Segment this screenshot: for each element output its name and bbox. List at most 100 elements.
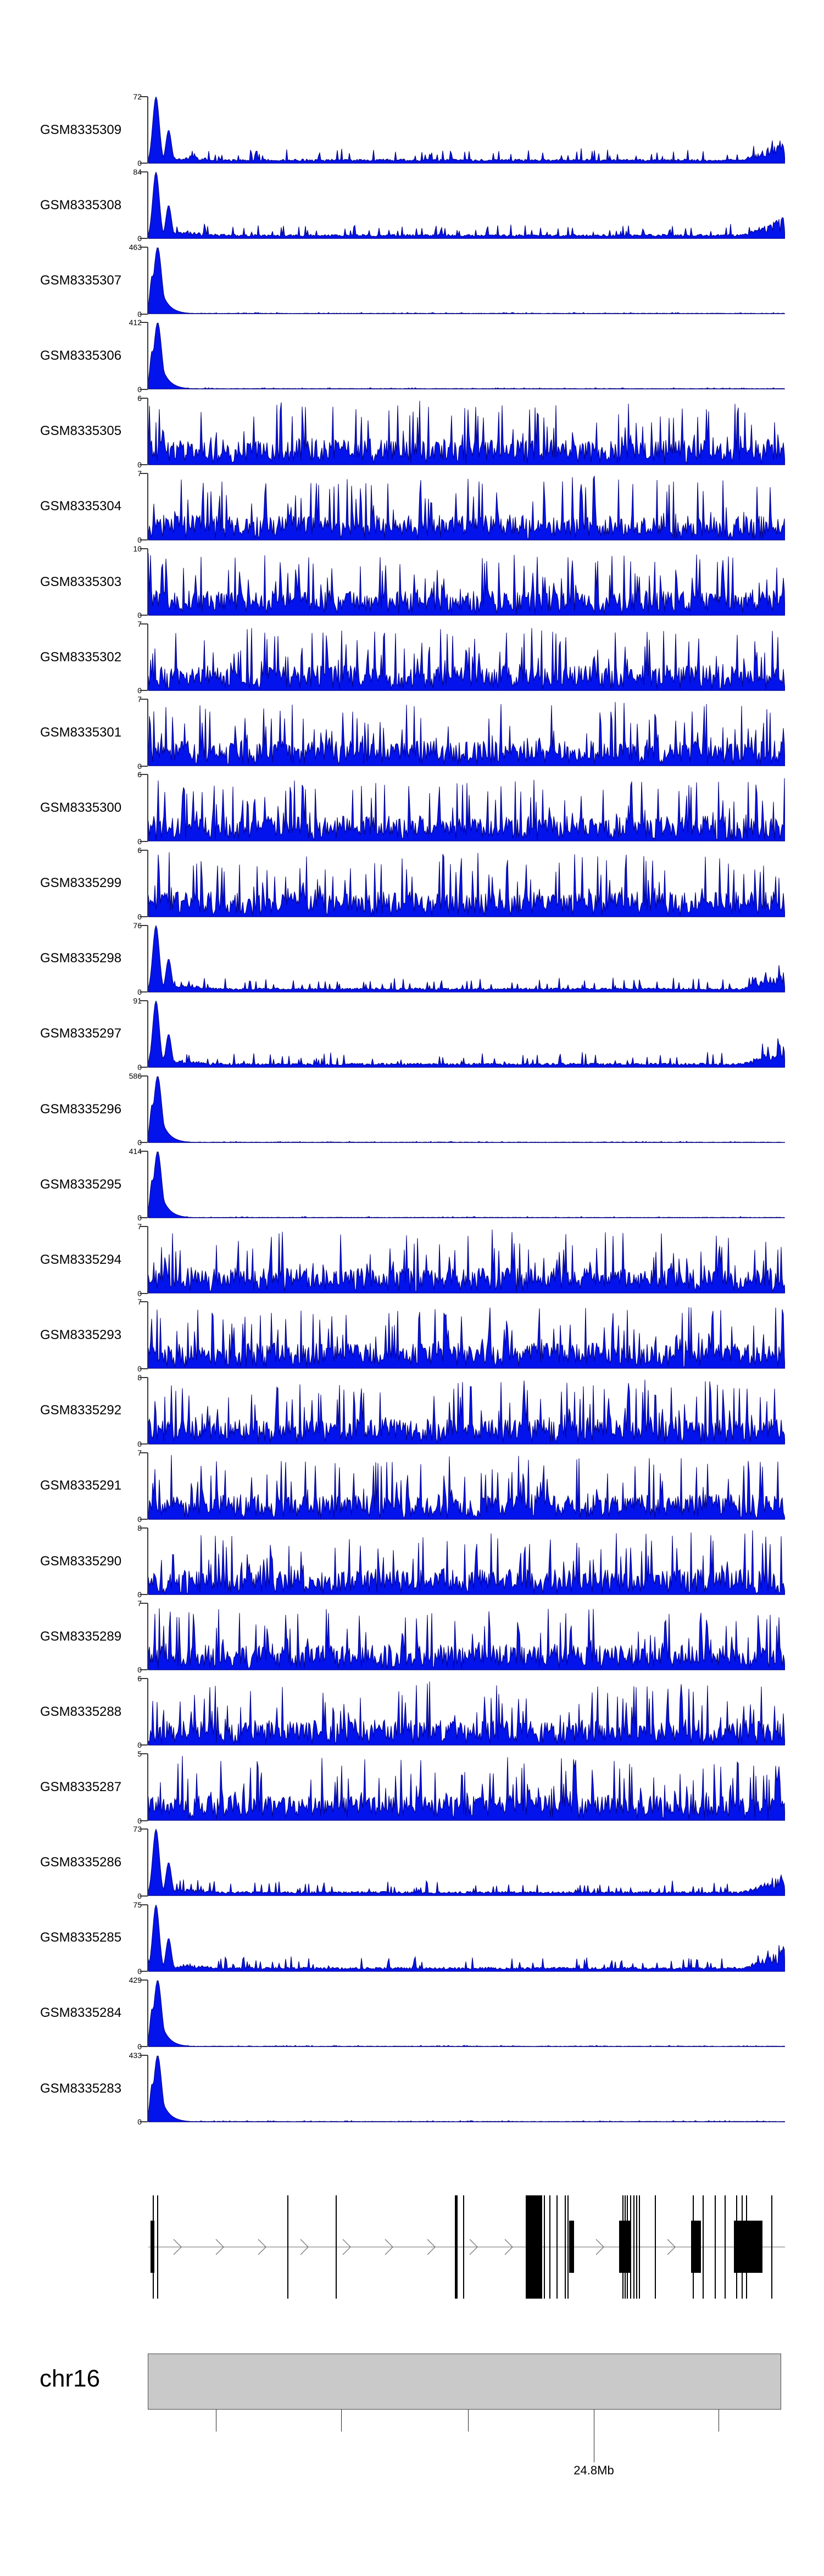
y-axis-max-label: 7 bbox=[81, 1449, 142, 1457]
y-axis-tick-bottom bbox=[140, 1594, 148, 1596]
y-axis-line bbox=[147, 1527, 148, 1595]
coverage-signal bbox=[148, 1000, 785, 1068]
exon-line bbox=[703, 2195, 704, 2299]
y-axis-zero-label: 0 bbox=[81, 159, 142, 167]
y-axis-line bbox=[147, 1603, 148, 1670]
coverage-signal bbox=[148, 852, 785, 917]
coverage-area-path bbox=[148, 1756, 785, 1821]
y-axis-zero-label: 0 bbox=[81, 386, 142, 393]
track-label: GSM8335290 bbox=[40, 1553, 122, 1569]
track-label: GSM8335295 bbox=[40, 1177, 122, 1192]
y-axis-line bbox=[147, 1302, 148, 1369]
coverage-area-path bbox=[148, 925, 785, 993]
y-axis-tick-bottom bbox=[140, 2046, 148, 2048]
strand-arrow-right-icon bbox=[342, 2239, 351, 2255]
y-axis-line bbox=[147, 97, 148, 164]
y-axis-tick-bottom bbox=[140, 1970, 148, 1972]
y-axis-tick-bottom bbox=[140, 1820, 148, 1821]
y-axis-line bbox=[147, 473, 148, 540]
y-axis-tick-bottom bbox=[140, 1669, 148, 1671]
strand-arrow-right-icon bbox=[173, 2239, 182, 2255]
y-axis-zero-label: 0 bbox=[81, 1440, 142, 1448]
exon-box bbox=[619, 2221, 631, 2273]
y-axis-tick-top bbox=[140, 1376, 148, 1378]
coverage-signal bbox=[148, 1379, 785, 1445]
track-label: GSM8335285 bbox=[40, 1930, 122, 1945]
y-axis-line bbox=[147, 850, 148, 917]
track-label: GSM8335286 bbox=[40, 1855, 122, 1870]
y-axis-tick-top bbox=[140, 96, 148, 97]
y-axis-tick-top bbox=[140, 1979, 148, 1981]
y-axis-zero-label: 0 bbox=[81, 2118, 142, 2126]
coverage-signal bbox=[148, 1608, 785, 1670]
y-axis-line bbox=[147, 774, 148, 841]
exon-line bbox=[556, 2195, 558, 2299]
coverage-area-path bbox=[148, 2055, 785, 2122]
track-label: GSM8335284 bbox=[40, 2005, 122, 2021]
exon-line bbox=[455, 2195, 458, 2299]
y-axis-tick-top bbox=[140, 623, 148, 625]
exon-line bbox=[636, 2195, 637, 2299]
coverage-signal bbox=[148, 1454, 785, 1520]
y-axis-tick-bottom bbox=[140, 765, 148, 767]
coverage-area-path bbox=[148, 1829, 785, 1897]
strand-arrow-right-icon bbox=[427, 2239, 436, 2255]
exon-line bbox=[287, 2195, 288, 2299]
y-axis-tick-top bbox=[140, 849, 148, 851]
y-axis-zero-label: 0 bbox=[81, 310, 142, 318]
track-label: GSM8335293 bbox=[40, 1328, 122, 1343]
y-axis-tick-bottom bbox=[140, 1368, 148, 1369]
coverage-signal bbox=[148, 1151, 785, 1218]
y-axis-zero-label: 0 bbox=[81, 2043, 142, 2050]
coverage-area-path bbox=[148, 1980, 785, 2047]
track-label: GSM8335302 bbox=[40, 649, 122, 665]
y-axis-max-label: 10 bbox=[133, 544, 142, 553]
exon-line bbox=[549, 2195, 550, 2299]
strand-arrow-right-icon bbox=[300, 2239, 309, 2255]
coverage-signal bbox=[148, 925, 785, 993]
y-axis-zero-label: 0 bbox=[81, 536, 142, 544]
strand-arrow-right-icon bbox=[504, 2239, 513, 2255]
track-label: GSM8335294 bbox=[40, 1252, 122, 1267]
y-axis-zero-label: 0 bbox=[81, 762, 142, 770]
exon-box-full bbox=[526, 2195, 542, 2299]
track-label: GSM8335289 bbox=[40, 1629, 122, 1644]
coverage-area-path bbox=[148, 323, 785, 390]
track-label: GSM8335304 bbox=[40, 499, 122, 514]
coverage-area-path bbox=[148, 1530, 785, 1595]
coverage-signal bbox=[148, 778, 785, 842]
y-axis-tick-top bbox=[140, 171, 148, 173]
y-axis-max-label: 75 bbox=[133, 1900, 142, 1909]
exon-line bbox=[771, 2195, 772, 2299]
y-axis-tick-top bbox=[140, 1904, 148, 1905]
y-axis-zero-label: 0 bbox=[81, 1063, 142, 1071]
y-axis-line bbox=[147, 699, 148, 766]
y-axis-tick-bottom bbox=[140, 690, 148, 692]
y-axis-tick-bottom bbox=[140, 1067, 148, 1068]
y-axis-zero-label: 0 bbox=[81, 1515, 142, 1523]
y-axis-max-label: 412 bbox=[129, 318, 142, 327]
coverage-signal bbox=[148, 475, 785, 540]
exon-line bbox=[565, 2195, 566, 2299]
y-axis-tick-top bbox=[140, 1452, 148, 1453]
track-label: GSM8335287 bbox=[40, 1779, 122, 1794]
y-axis-max-label: 429 bbox=[129, 1975, 142, 1984]
y-axis-line bbox=[147, 1904, 148, 1971]
coverage-signal bbox=[148, 1904, 785, 1972]
strand-arrow-right-icon bbox=[469, 2239, 478, 2255]
y-axis-max-label: 6 bbox=[81, 846, 142, 854]
coverage-signal bbox=[148, 1756, 785, 1821]
strand-arrow-right-icon bbox=[258, 2239, 266, 2255]
y-axis-zero-label: 0 bbox=[81, 1741, 142, 1749]
y-axis-tick-bottom bbox=[140, 1292, 148, 1294]
exon-line bbox=[544, 2195, 545, 2299]
strand-arrow-right-icon bbox=[595, 2239, 604, 2255]
track-label: GSM8335288 bbox=[40, 1704, 122, 1719]
y-axis-tick-top bbox=[140, 924, 148, 926]
y-axis-tick-top bbox=[140, 1000, 148, 1001]
y-axis-tick-bottom bbox=[140, 388, 148, 390]
coverage-signal bbox=[148, 1229, 785, 1294]
y-axis-line bbox=[147, 1075, 148, 1143]
y-axis-max-label: 463 bbox=[129, 243, 142, 252]
